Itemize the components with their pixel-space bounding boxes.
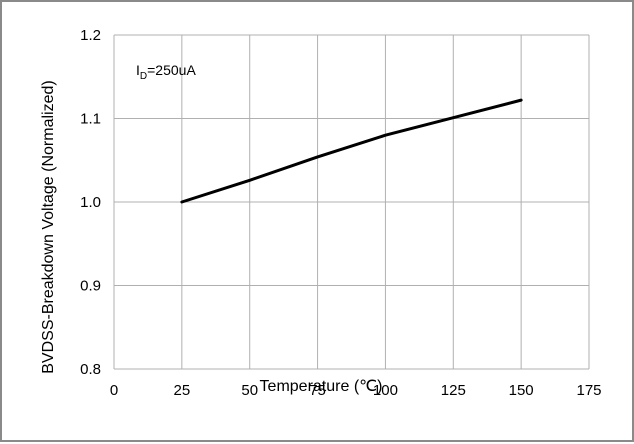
y-tick-label: 1.2	[80, 27, 101, 44]
annotation-rest: =250uA	[147, 62, 196, 78]
x-tick-label: 150	[509, 382, 534, 399]
x-tick-label: 75	[309, 382, 326, 399]
x-tick-label: 50	[241, 382, 258, 399]
y-tick-label: 1.0	[80, 194, 101, 211]
y-axis-label: BVDSS-Breakdown Voltage (Normalized)	[40, 80, 57, 373]
x-tick-label: 0	[110, 382, 118, 399]
annotation-main: I	[136, 62, 140, 78]
series-line	[180, 98, 523, 204]
grid	[113, 34, 590, 370]
x-axis-label: Temperature (℃)	[260, 378, 383, 395]
x-tick-label: 125	[441, 382, 466, 399]
x-tick-label: 100	[373, 382, 398, 399]
x-tick-label: 25	[174, 382, 191, 399]
y-tick-label: 0.9	[80, 278, 101, 295]
x-tick-label: 175	[576, 382, 601, 399]
x-tick-labels: 0 25 50 75 100 125 150 175	[110, 382, 602, 399]
y-tick-label: 1.1	[80, 111, 101, 128]
condition-annotation: ID=250uA	[136, 62, 196, 82]
y-tick-label: 0.8	[80, 361, 101, 378]
annotation-subscript: D	[140, 71, 147, 82]
y-tick-labels: 0.8 0.9 1.0 1.1 1.2	[80, 27, 101, 378]
series-layer	[180, 98, 523, 204]
